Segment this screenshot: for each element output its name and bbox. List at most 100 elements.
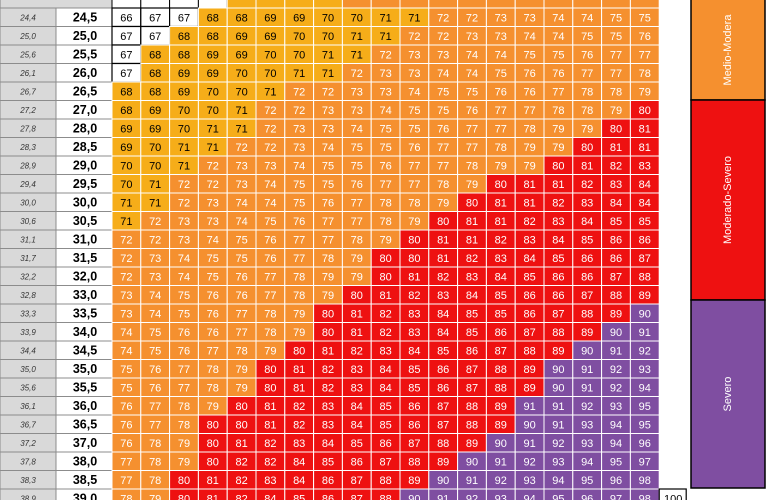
heat-cell: 74 — [140, 303, 171, 323]
heat-cell-value: 83 — [437, 290, 449, 302]
heat-cell: 80 — [197, 433, 228, 453]
heat-cell: 69 — [255, 26, 286, 46]
heat-cell-value: 77 — [293, 234, 305, 246]
category-band: Moderado-Severo — [690, 99, 766, 301]
row-label-c-text: 31,0 — [73, 232, 97, 246]
heat-cell: 83 — [629, 155, 660, 175]
heat-cell: 71 — [169, 137, 199, 157]
heat-cell: 80 — [572, 137, 603, 157]
heat-cell: 87 — [428, 396, 459, 416]
heat-cell-value: 93 — [639, 364, 651, 376]
heat-cell-value: 87 — [351, 475, 363, 487]
heat-cell-value: 80 — [552, 160, 564, 172]
row-label-c-text: 31,5 — [73, 251, 97, 265]
heat-cell: 73 — [485, 26, 516, 46]
heat-cell: 92 — [601, 359, 631, 379]
heat-cell: 87 — [370, 451, 401, 471]
heat-cell: 81 — [485, 211, 516, 231]
heat-cell-value: 74 — [149, 290, 161, 302]
row-label-c-text: 32,0 — [73, 269, 97, 283]
heat-cell-value: 74 — [178, 271, 190, 283]
heat-cell: 74 — [485, 44, 516, 64]
heat-cell: 78 — [169, 396, 199, 416]
heat-cell-value: 77 — [235, 308, 247, 320]
heat-cell: 74 — [543, 26, 574, 46]
row-label-c-text: 37,0 — [73, 436, 97, 450]
heat-cell-value: 69 — [235, 31, 247, 43]
heat-cell: 93 — [629, 359, 660, 379]
heat-cell-value: 91 — [437, 493, 449, 500]
heat-cell: 73 — [140, 248, 171, 268]
heat-cell: 76 — [169, 340, 199, 360]
heat-cell: 74 — [457, 63, 487, 83]
heat-cell: 75 — [140, 340, 171, 360]
heat-cell-value: 75 — [351, 160, 363, 172]
heat-cell: 68 — [197, 26, 228, 46]
heat-cell-value: 71 — [207, 142, 219, 154]
heat-cell: 71 — [111, 211, 142, 231]
heat-cell-value: 74 — [437, 68, 449, 80]
heat-cell: 76 — [284, 211, 315, 231]
heat-cell-value: 72 — [207, 179, 219, 191]
heat-cell-value: 82 — [437, 271, 449, 283]
heat-cell-value: 77 — [408, 160, 420, 172]
row-label-c: 33,0 — [55, 285, 113, 305]
heat-cell-value: 81 — [351, 327, 363, 339]
heat-cell: 80 — [543, 155, 574, 175]
heat-cell-value: 76 — [264, 234, 276, 246]
heat-cell-value: 74 — [581, 12, 593, 24]
heat-cell: 92 — [457, 488, 487, 500]
heat-cell: 74 — [572, 7, 603, 27]
heat-cell-value: 91 — [495, 456, 507, 468]
row-label-f-text: 35,6 — [20, 383, 36, 392]
heat-cell: 93 — [572, 414, 603, 434]
heat-cell-value: 77 — [351, 216, 363, 228]
heat-cell-value: 77 — [437, 142, 449, 154]
heat-cell: 83 — [341, 377, 372, 397]
heat-cell: 91 — [543, 396, 574, 416]
heat-cell: 78 — [140, 470, 171, 490]
heat-cell-value: 78 — [207, 364, 219, 376]
heat-cell-value: 75 — [408, 123, 420, 135]
heat-cell-value: 96 — [610, 475, 622, 487]
heat-cell: 82 — [313, 359, 343, 379]
heat-cell: 82 — [601, 155, 631, 175]
heat-cell: 80 — [370, 266, 401, 286]
heat-cell: 89 — [457, 433, 487, 453]
heat-cell-value: 81 — [322, 345, 334, 357]
heat-cell-value: 80 — [207, 456, 219, 468]
heat-cell: 71 — [197, 118, 228, 138]
heat-cell: 87 — [428, 414, 459, 434]
heat-cell: 93 — [601, 396, 631, 416]
heat-cell-value: 81 — [379, 290, 391, 302]
heat-cell: 85 — [601, 211, 631, 231]
heat-cell-value: 72 — [264, 142, 276, 154]
heat-cell: 70 — [140, 155, 171, 175]
heat-cell: 75 — [341, 155, 372, 175]
heat-cell-value: 73 — [235, 160, 247, 172]
heat-cell: 81 — [370, 285, 401, 305]
heat-cell-value: 80 — [379, 253, 391, 265]
heat-cell: 75 — [370, 137, 401, 157]
heat-cell-value: 83 — [581, 197, 593, 209]
heat-cell: 90 — [514, 414, 545, 434]
heat-cell: 83 — [370, 340, 401, 360]
heat-cell-value: 90 — [523, 419, 535, 431]
row-label-f-text: 33,3 — [20, 309, 36, 318]
heat-cell: 80 — [601, 118, 631, 138]
heat-cell: 78 — [197, 377, 228, 397]
heat-cell: 81 — [485, 192, 516, 212]
heat-cell: 88 — [428, 433, 459, 453]
heat-cell-value: 85 — [610, 216, 622, 228]
heat-cell: 84 — [428, 322, 459, 342]
heat-cell: 76 — [140, 377, 171, 397]
heat-cell: 79 — [514, 137, 545, 157]
heat-cell: 69 — [111, 118, 142, 138]
heat-cell: 92 — [572, 396, 603, 416]
heat-cell: 76 — [226, 266, 257, 286]
heat-cell-value: 68 — [207, 31, 219, 43]
heat-cell: 79 — [140, 488, 171, 500]
heat-cell: 72 — [140, 229, 171, 249]
heat-cell-value: 74 — [120, 345, 132, 357]
heat-cell-value: 68 — [120, 105, 132, 117]
